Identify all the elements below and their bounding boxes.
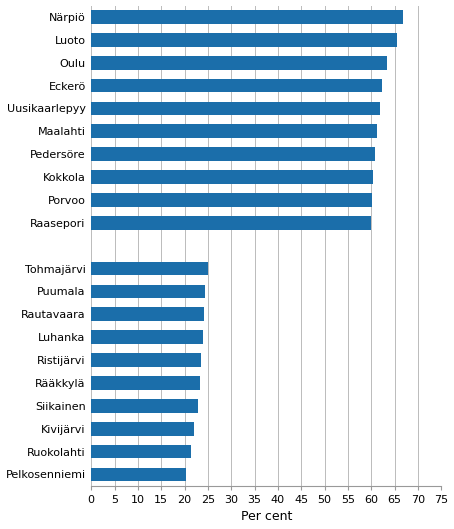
Bar — [91, 468, 187, 481]
Bar — [91, 33, 396, 47]
Bar — [91, 124, 377, 138]
Bar — [91, 422, 194, 435]
Bar — [91, 353, 202, 367]
Bar — [91, 170, 373, 184]
Bar — [91, 79, 382, 93]
Bar — [91, 285, 205, 298]
Bar — [91, 10, 403, 24]
Bar — [91, 399, 197, 413]
Bar — [91, 307, 204, 321]
Bar — [91, 148, 375, 161]
Bar — [91, 102, 380, 115]
Bar — [91, 376, 201, 390]
Bar — [91, 330, 203, 344]
Bar — [91, 56, 387, 70]
Bar — [91, 445, 191, 459]
Bar — [91, 262, 208, 276]
Bar — [91, 193, 372, 207]
X-axis label: Per cent: Per cent — [241, 510, 292, 523]
Bar — [91, 216, 371, 230]
